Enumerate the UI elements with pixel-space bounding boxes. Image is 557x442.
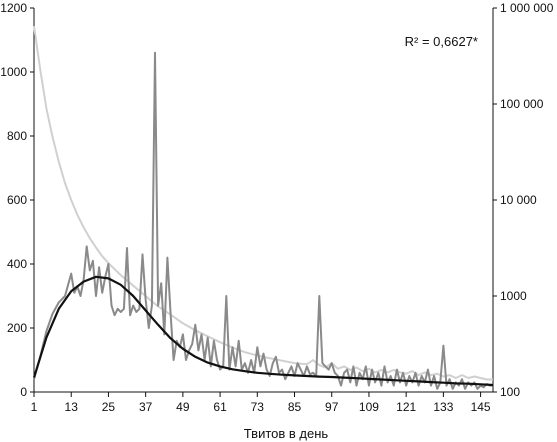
x-tick-label: 1 — [31, 400, 38, 414]
y2-tick-label: 1000 — [500, 289, 527, 303]
y-tick-label: 1200 — [0, 1, 27, 15]
x-tick-label: 97 — [325, 400, 339, 414]
y2-tick-label: 1 000 000 — [500, 1, 554, 15]
y-tick-label: 800 — [7, 129, 27, 143]
x-tick-label: 37 — [139, 400, 153, 414]
y-tick-label: 0 — [20, 385, 27, 399]
ticks-layer: 1 13 25 37 49 61 73 85 97 109 121 133 145 0 200 400 600 8… — [0, 1, 553, 414]
x-tick-label: 109 — [359, 400, 379, 414]
series-layer — [32, 25, 494, 390]
y2-tick-label: 10 000 — [500, 193, 537, 207]
x-tick-label: 61 — [213, 400, 227, 414]
x-tick-label: 145 — [471, 400, 491, 414]
x-tick-label: 49 — [176, 400, 190, 414]
plot-area: 1 13 25 37 49 61 73 85 97 109 121 133 145 0 200 400 600 8… — [0, 1, 553, 414]
x-tick-label: 13 — [65, 400, 79, 414]
x-tick-label: 85 — [288, 400, 302, 414]
x-tick-label: 133 — [433, 400, 453, 414]
y-tick-label: 1000 — [0, 65, 27, 79]
x-tick-label: 73 — [251, 400, 265, 414]
series-daily-tweets-line — [33, 51, 493, 390]
y2-tick-label: 100 — [500, 385, 520, 399]
series-log-scale-line — [33, 25, 493, 381]
x-axis-label: Твитов в день — [244, 426, 329, 441]
x-tick-label: 25 — [102, 400, 116, 414]
y-tick-label: 200 — [7, 321, 27, 335]
r-squared-annotation: R² = 0,6627* — [405, 34, 478, 49]
y-tick-label: 600 — [7, 193, 27, 207]
series-fitted-curve-line — [32, 275, 494, 387]
x-tick-label: 121 — [396, 400, 416, 414]
y2-tick-label: 100 000 — [500, 97, 544, 111]
y-tick-label: 400 — [7, 257, 27, 271]
